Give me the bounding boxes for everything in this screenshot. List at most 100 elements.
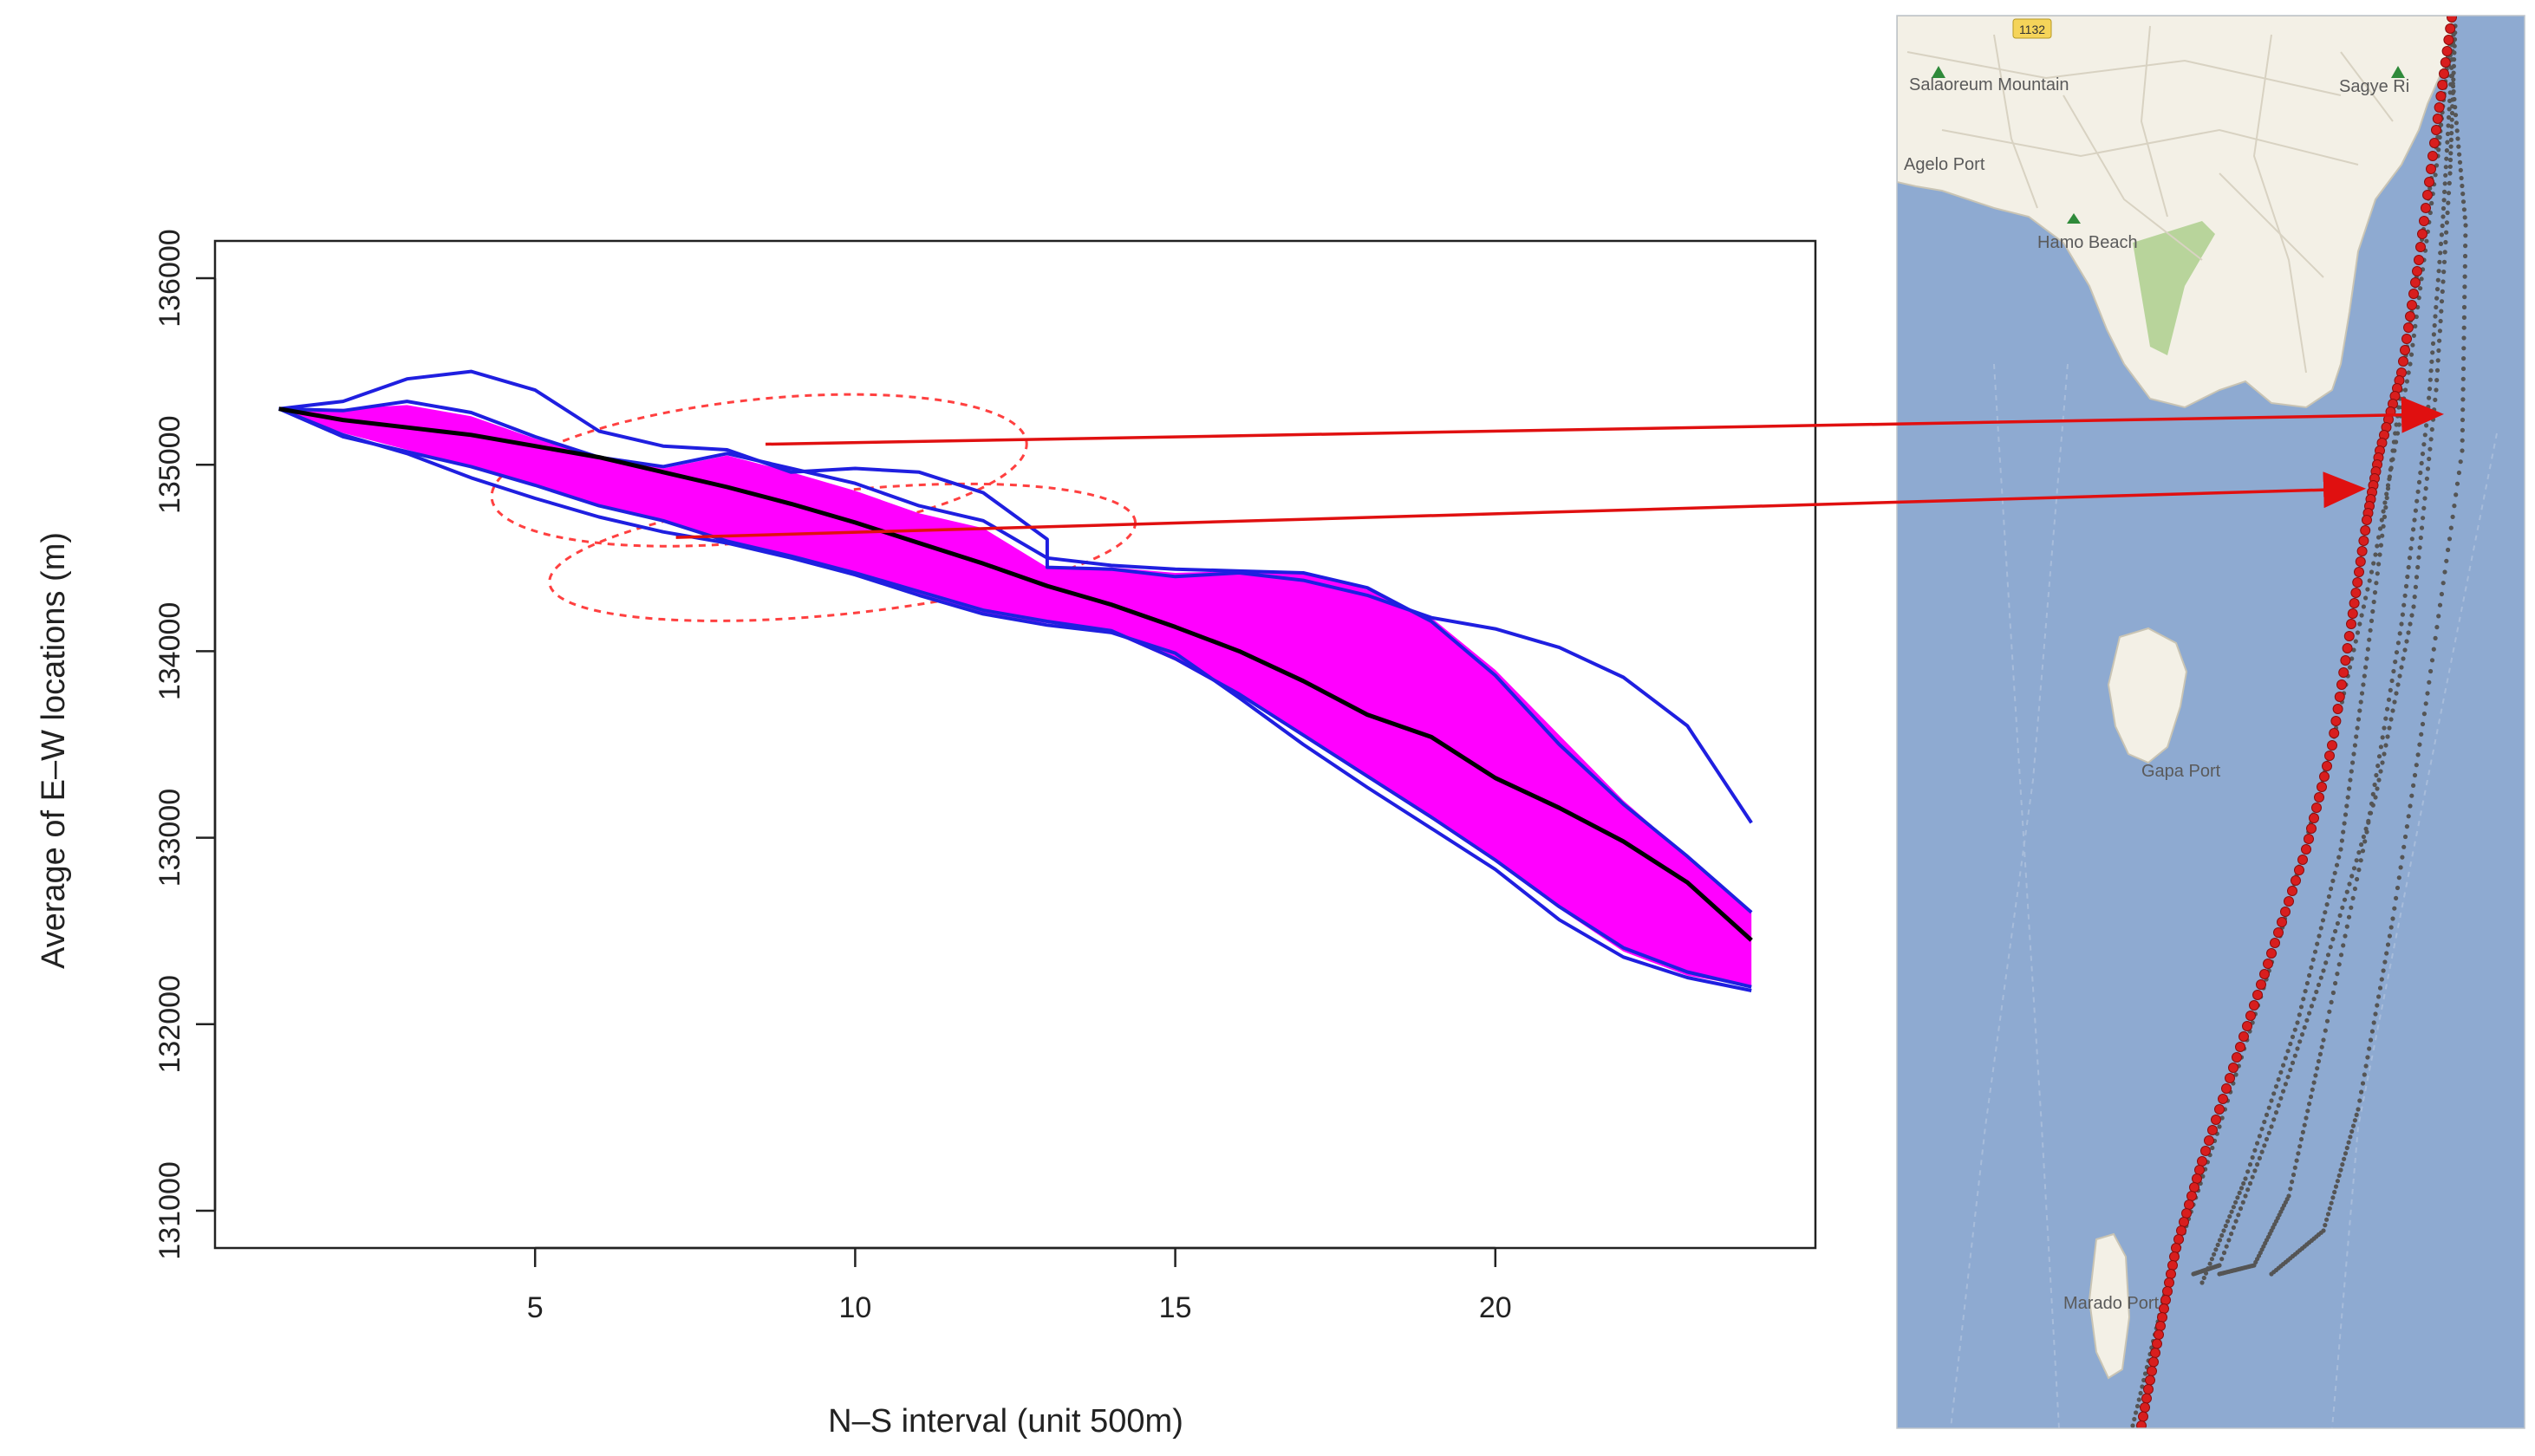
map-track-dot bbox=[2435, 277, 2441, 283]
map-track-dot bbox=[2427, 446, 2433, 452]
map-highlight-point bbox=[2421, 203, 2431, 213]
map-track-dot bbox=[2419, 731, 2424, 737]
map-track-dot bbox=[2375, 571, 2380, 576]
map-track-dot bbox=[2433, 314, 2438, 319]
map-highlight-point bbox=[2143, 1384, 2154, 1394]
map-track-dot bbox=[2337, 913, 2343, 918]
map-highlight-point bbox=[2157, 1312, 2167, 1323]
map-track-dot bbox=[2427, 395, 2432, 400]
map-highlight-point bbox=[2297, 855, 2308, 865]
map-track-dot bbox=[2462, 274, 2467, 279]
map-track-dot bbox=[2452, 96, 2457, 102]
map-highlight-point bbox=[2403, 322, 2414, 333]
map-track-dot bbox=[2449, 73, 2455, 78]
map-track-dot bbox=[2405, 574, 2410, 580]
map-track-dot bbox=[2142, 1371, 2148, 1376]
map-track-dot bbox=[2377, 526, 2383, 531]
map-track-dot bbox=[2384, 951, 2389, 956]
map-track-dot bbox=[2297, 1039, 2303, 1044]
map-highlight-point bbox=[2306, 823, 2317, 834]
map-highlight-point bbox=[2360, 525, 2371, 536]
map-track-dot bbox=[2191, 1271, 2196, 1277]
map-track-dot bbox=[2324, 1217, 2330, 1222]
map-track-dot bbox=[2402, 593, 2408, 598]
arrow-lower bbox=[675, 471, 2366, 539]
map-track-dot bbox=[2397, 631, 2402, 636]
map-track-dot bbox=[2461, 304, 2467, 310]
map-track-dot bbox=[2402, 387, 2408, 393]
map-highlight-point bbox=[2181, 1208, 2192, 1219]
map-track-dot bbox=[2269, 1124, 2274, 1129]
map-track-dot bbox=[2262, 1143, 2267, 1148]
map-highlight-point bbox=[2311, 803, 2322, 813]
map-track-dot bbox=[2452, 504, 2457, 509]
map-track-dot bbox=[2383, 716, 2388, 721]
map-track-dot bbox=[2385, 706, 2390, 712]
map-track-dot bbox=[2367, 637, 2372, 642]
map-track-dot bbox=[2300, 1129, 2305, 1134]
map-track-dot bbox=[2385, 734, 2390, 739]
map-track-dot bbox=[2140, 1384, 2145, 1389]
map-track-dot bbox=[2444, 558, 2449, 563]
map-track-dot bbox=[2446, 200, 2451, 205]
map-track-dot bbox=[2378, 543, 2383, 548]
map-track-dot bbox=[2443, 172, 2448, 178]
x-tick-label: 10 bbox=[838, 1291, 871, 1324]
map-track-dot bbox=[2241, 1180, 2246, 1186]
map-track-dot bbox=[2408, 352, 2414, 357]
map-track-dot bbox=[2348, 1134, 2353, 1140]
map-track-dot bbox=[2354, 1112, 2359, 1117]
map-track-dot bbox=[2416, 479, 2422, 485]
map-track-dot bbox=[2402, 834, 2408, 840]
map-highlight-point bbox=[2445, 23, 2456, 34]
map-track-dot bbox=[2401, 602, 2407, 608]
map-highlight-point bbox=[2228, 1063, 2238, 1073]
map-track-dot bbox=[2370, 608, 2375, 614]
map-track-dot bbox=[2353, 639, 2358, 644]
map-track-dot bbox=[2297, 1144, 2303, 1149]
map-track-dot bbox=[2438, 241, 2444, 246]
map-track-dot bbox=[2457, 152, 2462, 157]
map-track-dot bbox=[2298, 1004, 2304, 1010]
map-track-dot bbox=[2325, 1212, 2331, 1217]
map-track-dot bbox=[2130, 1423, 2135, 1428]
map-track-dot bbox=[2396, 875, 2401, 881]
map-track-dot bbox=[2444, 148, 2449, 153]
map-track-dot bbox=[2415, 564, 2421, 570]
map-track-dot bbox=[2461, 207, 2467, 212]
map-track-dot bbox=[2341, 829, 2346, 835]
map-track-dot bbox=[2463, 244, 2468, 249]
map-track-dot bbox=[2359, 1089, 2364, 1095]
map-track-dot bbox=[2407, 556, 2413, 561]
map-highlight-point bbox=[2249, 1000, 2259, 1011]
map-track-dot bbox=[2360, 848, 2366, 854]
map-track-dot bbox=[2406, 564, 2411, 570]
map-track-dot bbox=[2376, 562, 2382, 567]
map-track-highlight bbox=[2136, 16, 2457, 1428]
map-track-dot bbox=[2394, 422, 2399, 427]
map-track-dot bbox=[2460, 397, 2466, 402]
map-highlight-point bbox=[2194, 1165, 2205, 1175]
map-road-badge bbox=[2012, 18, 2052, 39]
map-highlight-point bbox=[2350, 588, 2362, 598]
map-highlight-point bbox=[2342, 643, 2353, 653]
map-track-dot bbox=[2408, 361, 2413, 367]
map-track-dot bbox=[2454, 492, 2459, 497]
map-track-dot bbox=[2411, 527, 2416, 532]
map-track-dot bbox=[2406, 630, 2411, 635]
map-frame bbox=[1896, 15, 2525, 1429]
map-track-dot bbox=[2394, 691, 2399, 696]
map-track-dot bbox=[2273, 1084, 2279, 1089]
map-track-dot bbox=[2215, 1242, 2220, 1247]
map-track-dot bbox=[2307, 1011, 2312, 1016]
map-track-dot bbox=[2384, 491, 2389, 497]
map-track-dot bbox=[2413, 584, 2418, 589]
map-track-dot bbox=[2138, 1390, 2143, 1396]
map-track-dot bbox=[2209, 1257, 2214, 1262]
map-track-dot bbox=[2292, 1053, 2297, 1058]
map-track-dot bbox=[2344, 803, 2349, 809]
map-track-dot bbox=[2416, 555, 2421, 560]
map-highlight-point bbox=[2437, 80, 2448, 90]
map-track-dot bbox=[2276, 1076, 2281, 1082]
